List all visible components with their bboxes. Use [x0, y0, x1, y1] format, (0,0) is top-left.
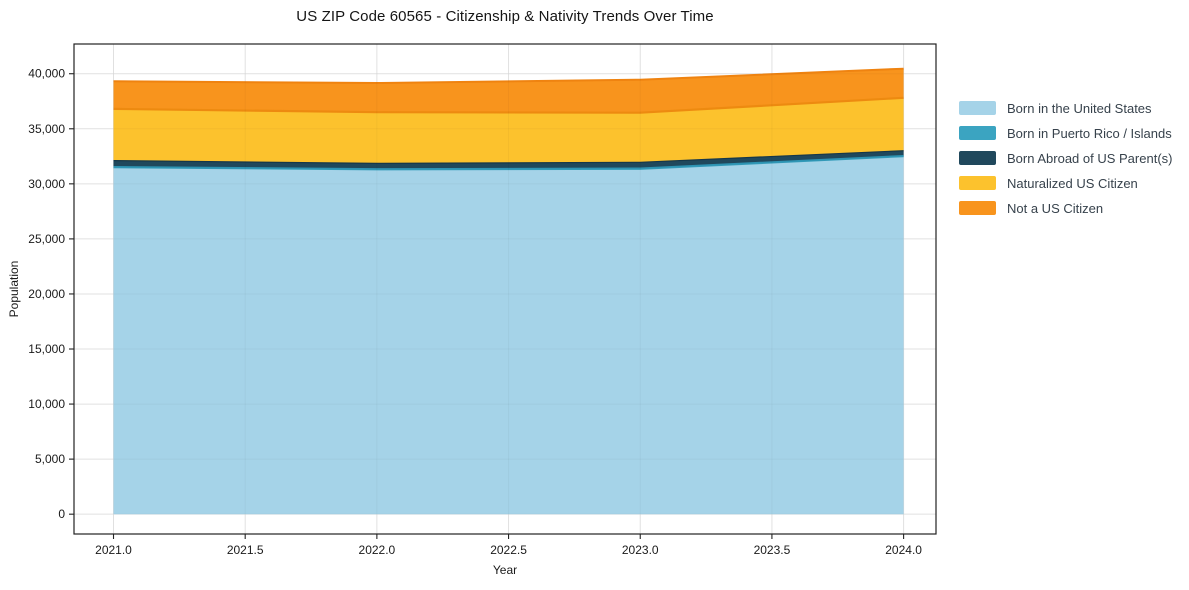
edge-born-abroad-of-us-parent-s	[113, 150, 904, 164]
legend-label: Not a US Citizen	[1007, 200, 1104, 216]
legend-swatch	[959, 176, 996, 190]
legend-label: Born in the United States	[1007, 100, 1152, 116]
legend-label: Born Abroad of US Parent(s)	[1007, 150, 1173, 166]
legend-label: Naturalized US Citizen	[1007, 175, 1138, 191]
legend-label: Born in Puerto Rico / Islands	[1007, 125, 1172, 141]
legend-swatch	[959, 151, 996, 165]
edge-born-in-puerto-rico-islands	[113, 154, 904, 170]
y-tick-label: 40,000	[28, 67, 65, 81]
legend-swatch	[959, 126, 996, 140]
x-tick-label: 2023.0	[622, 543, 659, 557]
legend: Born in the United States Born in Puerto …	[959, 101, 1172, 226]
legend-swatch	[959, 201, 996, 215]
chart-title: US ZIP Code 60565 - Citizenship & Nativi…	[296, 8, 714, 25]
y-tick-label: 15,000	[28, 342, 65, 356]
y-tick-label: 30,000	[28, 177, 65, 191]
x-tick-label: 2022.0	[359, 543, 396, 557]
y-tick-label: 5,000	[35, 452, 65, 466]
legend-item-born-in-puerto-rico-islands: Born in Puerto Rico / Islands	[959, 125, 1172, 141]
area-born-abroad-of-us-parent-s	[113, 150, 904, 169]
x-tick-label: 2023.5	[754, 543, 791, 557]
x-tick-label: 2021.0	[95, 543, 132, 557]
legend-item-born-abroad-of-us-parent-s: Born Abroad of US Parent(s)	[959, 150, 1173, 166]
y-tick-label: 10,000	[28, 397, 65, 411]
area-not-a-us-citizen	[113, 68, 904, 113]
y-tick-label: 25,000	[28, 232, 65, 246]
x-tick-label: 2024.0	[885, 543, 922, 557]
edge-not-a-us-citizen	[113, 67, 904, 84]
x-tick-label: 2021.5	[227, 543, 264, 557]
y-tick-label: 0	[58, 507, 65, 521]
legend-item-naturalized-us-citizen: Naturalized US Citizen	[959, 175, 1172, 191]
y-axis-label: Population	[7, 260, 21, 318]
x-axis-label: Year	[492, 563, 518, 577]
edge-naturalized-us-citizen	[113, 96, 904, 114]
y-tick-label: 35,000	[28, 122, 65, 136]
area-born-in-the-united-states	[113, 156, 904, 515]
legend-item-not-a-us-citizen: Not a US Citizen	[959, 200, 1172, 216]
legend-item-born-in-the-united-states: Born in the United States	[959, 100, 1172, 116]
legend-swatch	[959, 101, 996, 115]
y-tick-label: 20,000	[28, 287, 65, 301]
plot-spines	[73, 43, 937, 535]
x-tick-label: 2022.5	[490, 543, 527, 557]
area-naturalized-us-citizen	[113, 97, 904, 164]
